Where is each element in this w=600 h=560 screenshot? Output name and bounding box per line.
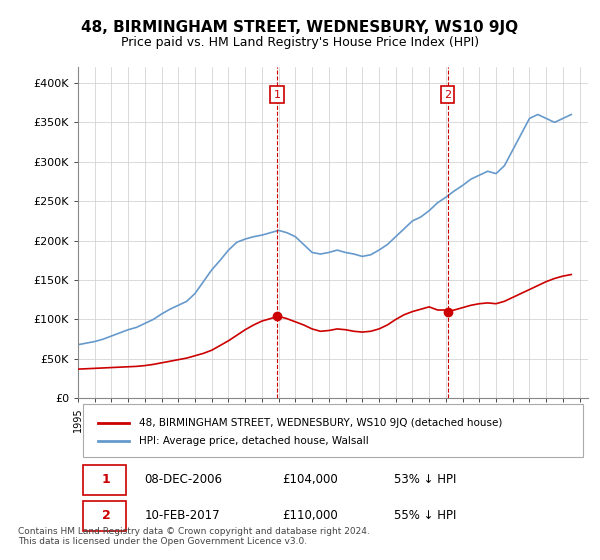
- Text: Price paid vs. HM Land Registry's House Price Index (HPI): Price paid vs. HM Land Registry's House …: [121, 36, 479, 49]
- Text: 2: 2: [444, 90, 451, 100]
- Text: 48, BIRMINGHAM STREET, WEDNESBURY, WS10 9JQ (detached house): 48, BIRMINGHAM STREET, WEDNESBURY, WS10 …: [139, 418, 503, 428]
- Text: 2: 2: [101, 509, 110, 522]
- Text: 53% ↓ HPI: 53% ↓ HPI: [394, 473, 457, 486]
- Text: 1: 1: [274, 90, 281, 100]
- Text: 48, BIRMINGHAM STREET, WEDNESBURY, WS10 9JQ: 48, BIRMINGHAM STREET, WEDNESBURY, WS10 …: [82, 20, 518, 35]
- Text: Contains HM Land Registry data © Crown copyright and database right 2024.
This d: Contains HM Land Registry data © Crown c…: [18, 526, 370, 546]
- Text: 10-FEB-2017: 10-FEB-2017: [145, 509, 220, 522]
- Text: HPI: Average price, detached house, Walsall: HPI: Average price, detached house, Wals…: [139, 436, 369, 446]
- Text: £104,000: £104,000: [282, 473, 338, 486]
- Text: £110,000: £110,000: [282, 509, 338, 522]
- Text: 08-DEC-2006: 08-DEC-2006: [145, 473, 223, 486]
- Text: 1: 1: [101, 473, 110, 486]
- FancyBboxPatch shape: [83, 501, 127, 531]
- Text: 55% ↓ HPI: 55% ↓ HPI: [394, 509, 457, 522]
- FancyBboxPatch shape: [83, 404, 583, 457]
- FancyBboxPatch shape: [83, 465, 127, 494]
